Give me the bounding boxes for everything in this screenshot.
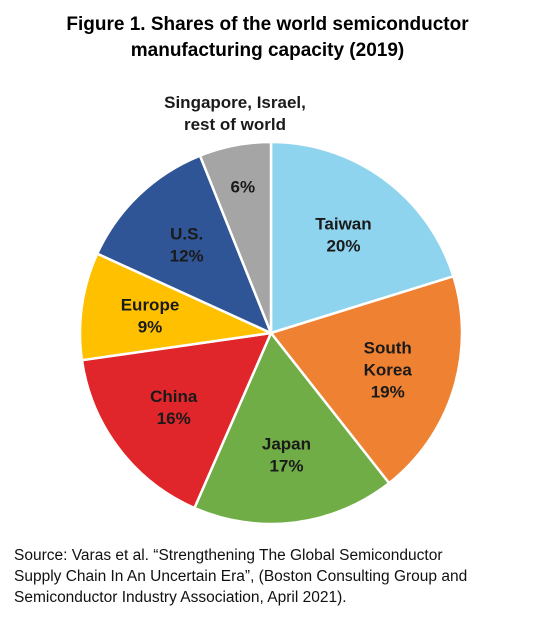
slice-label-south-korea-line-2: Korea [364, 360, 413, 379]
pie-slice-u-s [96, 154, 273, 335]
slice-label-china: China [150, 387, 198, 406]
pie-slice-singapore-israel-rest-of-world [198, 140, 273, 335]
pie-slice-south-korea [269, 275, 464, 485]
slice-value-taiwan: 20% [326, 237, 360, 256]
slice-label-taiwan: Taiwan [315, 215, 371, 234]
slice-value-china: 16% [157, 409, 191, 428]
slice-value-singapore-israel-rest-of-world: 6% [231, 178, 256, 197]
chart-title-line-1: Figure 1. Shares of the world semiconduc… [66, 14, 469, 35]
chart-title-line-2: manufacturing capacity (2019) [130, 40, 405, 61]
pie-slice-japan [193, 331, 391, 526]
chart-title: Figure 1. Shares of the world semiconduc… [0, 12, 535, 64]
pie-slice-china [80, 331, 273, 510]
pie-chart: Taiwan 20% South Korea 19% Japan 17% China 16% Eu… [78, 93, 464, 526]
slice-label-singapore-israel-rest-of-world-line-1: Singapore, Israel, [164, 93, 306, 112]
slice-label-europe: Europe [121, 296, 180, 315]
source-line-1: Source: Varas et al. “Strengthening The … [14, 547, 443, 564]
pie-slice-taiwan [269, 140, 455, 335]
source-line-3: Semiconductor Industry Association, Apri… [14, 589, 347, 606]
pie-slice-europe [78, 252, 273, 362]
source-note: Source: Varas et al. “Strengthening The … [14, 545, 529, 608]
source-line-2: Supply Chain In An Uncertain Era”, (Bost… [14, 568, 468, 585]
slice-label-south-korea-line-1: South [364, 338, 412, 357]
slice-value-japan: 17% [269, 456, 303, 475]
slice-value-u-s: 12% [170, 247, 204, 266]
slice-label-u-s: U.S. [170, 225, 203, 244]
slice-label-singapore-israel-rest-of-world-line-2: rest of world [184, 115, 286, 134]
slice-value-europe: 9% [138, 318, 163, 337]
slice-label-japan: Japan [262, 434, 311, 453]
slice-value-south-korea: 19% [371, 382, 405, 401]
